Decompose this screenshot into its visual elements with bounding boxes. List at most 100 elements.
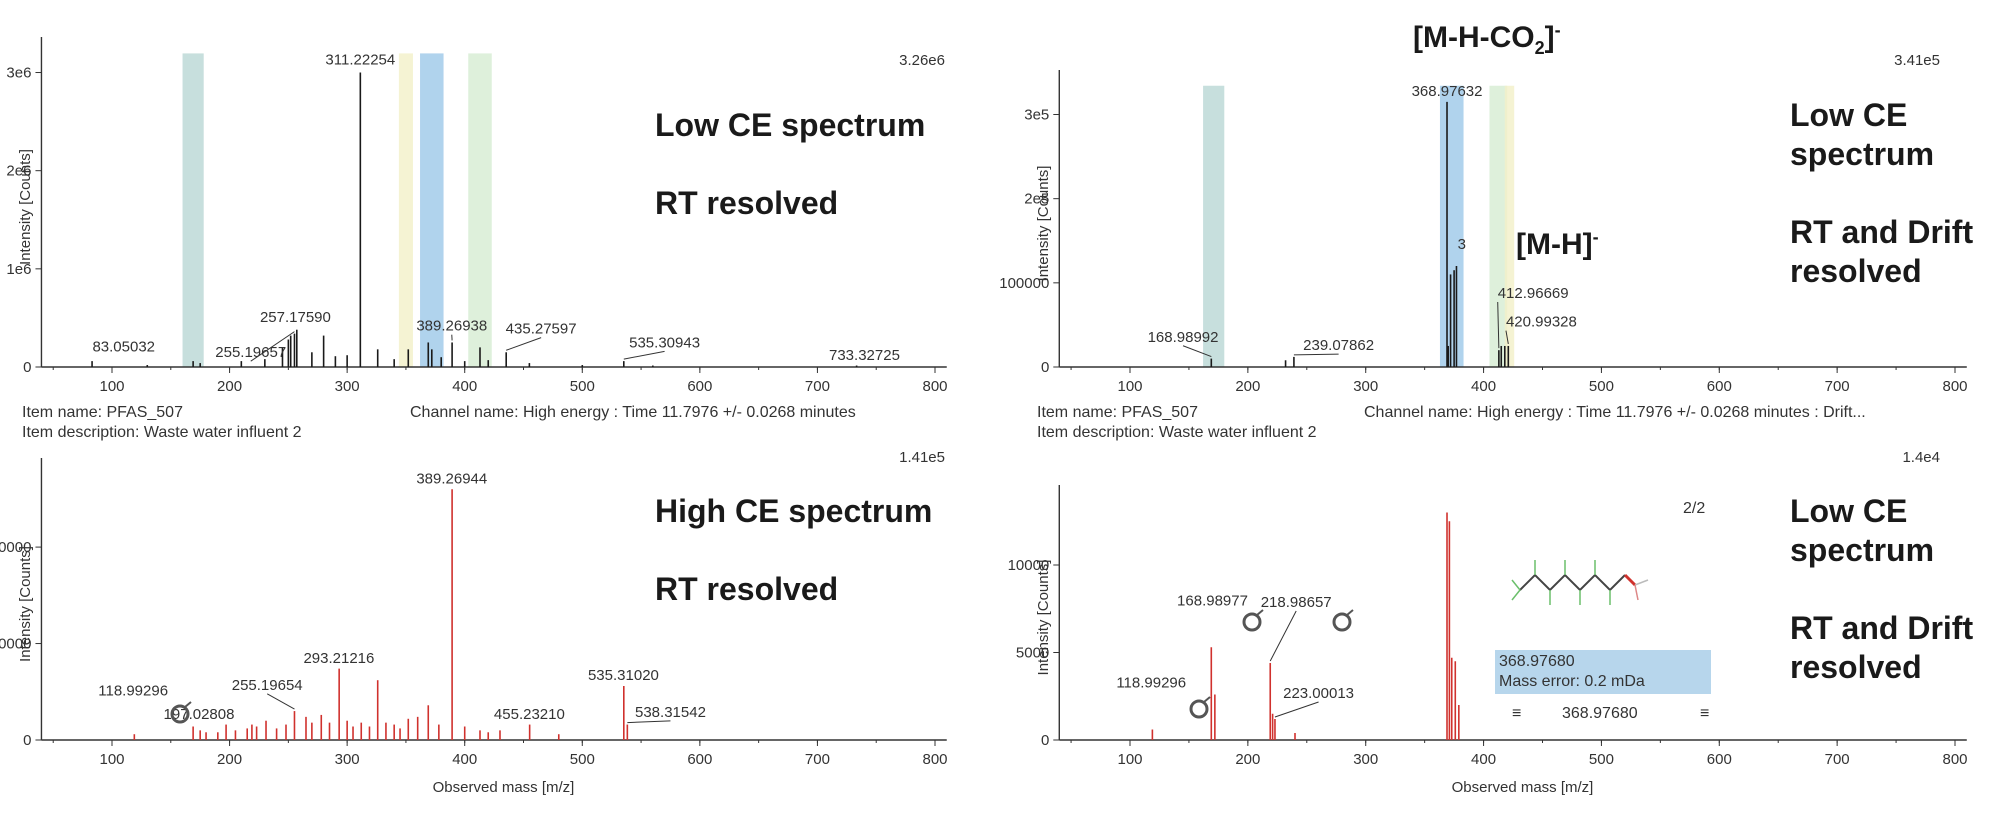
- x-tick-label: 600: [687, 378, 712, 395]
- x-tick-label: 200: [217, 378, 242, 395]
- peak-mass-label: 311.22254: [325, 52, 395, 69]
- overlay-line: resolved: [1790, 253, 1922, 289]
- x-tick-label: 600: [687, 751, 712, 768]
- spectrum-chart-bottom-left: 100 200 300 400 500 600 700 800 0 50000 100000Inte…: [0, 449, 948, 796]
- highlight-band: [468, 53, 492, 368]
- y-tick-label: 0: [1041, 732, 1049, 749]
- x-tick-label: 800: [922, 378, 947, 395]
- overlay-line: RT resolved: [655, 185, 839, 221]
- y-tick-label: 3e5: [1024, 107, 1049, 124]
- label-leader-line: [250, 331, 295, 362]
- peak-mass-label: 118.99296: [1116, 675, 1186, 692]
- label-leader-line: [1269, 610, 1297, 662]
- x-tick-label: 600: [1707, 751, 1732, 768]
- highlight-band: [398, 53, 413, 368]
- selector-down-icon-right[interactable]: ≡: [1700, 705, 1710, 722]
- peak-mass-label: 255.19654: [232, 677, 303, 694]
- label-leader-line: [1274, 701, 1319, 718]
- max-intensity-label: 1.4e4: [1902, 449, 1940, 466]
- y-tick-label: 1e6: [6, 261, 31, 278]
- overlay-title-bottom-right: Low CE spectrum RT and Drift resolved: [1790, 492, 1973, 687]
- x-tick-label: 200: [217, 751, 242, 768]
- peak-mass-label: 218.98657: [1261, 594, 1332, 611]
- y-tick-label: 100000: [1000, 275, 1049, 292]
- overlay-line: [655, 145, 925, 184]
- overlay-title-bottom-left: High CE spectrum RT resolved: [655, 492, 932, 609]
- peak-mass-label: 420.99328: [1506, 314, 1577, 331]
- annotation-m-h-co2-sup: -: [1554, 20, 1561, 40]
- overlay-line: spectrum: [1790, 532, 1935, 568]
- overlay-line: spectrum: [1790, 136, 1935, 172]
- right-channel-name: Channel name: High energy : Time 11.7976…: [1364, 404, 1866, 421]
- x-tick-label: 200: [1235, 378, 1260, 395]
- y-tick-label: 10000: [1008, 557, 1050, 574]
- panel-top-right: 100 200 300 400 500 600 700 800 0 100000 2e5 3e5 Int…: [1000, 0, 2000, 400]
- x-tick-label: 800: [922, 751, 947, 768]
- fragment-structure-icon: [1332, 609, 1354, 632]
- peak-mass-label: 389.26938: [416, 318, 487, 335]
- annotation-m-h-co2: [M-H-CO2]-: [1413, 20, 1561, 59]
- y-tick-label: 100000: [0, 539, 31, 556]
- overlay-line: Low CE spectrum: [655, 107, 926, 143]
- peak-mass-label: 3: [1458, 236, 1466, 253]
- fragment-structure-icon: [1242, 609, 1264, 632]
- tooltip-mass: 368.97680: [1499, 653, 1575, 670]
- peak-mass-label: 389.26944: [416, 470, 487, 487]
- left-item-name: Item name: PFAS_507: [22, 404, 183, 421]
- peak-mass-label: 435.27597: [506, 321, 577, 338]
- molecule-structure-icon: [1511, 560, 1649, 605]
- annotation-m-h-main: [M-H]: [1516, 228, 1593, 261]
- annotation-m-h-sup: -: [1592, 227, 1599, 247]
- x-tick-label: 500: [570, 378, 595, 395]
- max-intensity-label: 3.26e6: [899, 52, 945, 69]
- page-indicator: 2/2: [1683, 500, 1706, 517]
- fragment-structure-icon: [1189, 696, 1211, 719]
- overlay-line: High CE spectrum: [655, 493, 933, 529]
- label-leader-line: [623, 350, 665, 360]
- x-tick-label: 300: [335, 751, 360, 768]
- x-tick-label: 700: [805, 378, 830, 395]
- x-tick-label: 700: [1825, 378, 1850, 395]
- peak-mass-label: 255.19657: [215, 344, 286, 361]
- x-tick-label: 200: [1235, 751, 1260, 768]
- left-channel-name: Channel name: High energy : Time 11.7976…: [410, 404, 856, 421]
- label-leader-line: [266, 693, 295, 710]
- x-tick-label: 400: [1471, 751, 1496, 768]
- peak-mass-label: 293.21216: [303, 650, 374, 667]
- overlay-line: RT resolved: [655, 571, 839, 607]
- x-tick-label: 600: [1707, 378, 1732, 395]
- panel-bottom-right: 100 200 300 400 500 600 700 800 0 5000 10000 Intens…: [1000, 400, 2000, 823]
- annotation-m-h: [M-H]-: [1516, 227, 1599, 262]
- y-tick-label: 0: [23, 359, 31, 376]
- right-item-name: Item name: PFAS_507: [1037, 404, 1198, 421]
- peak-mass-label: 197.02808: [164, 706, 235, 723]
- label-leader-line: [1505, 330, 1509, 345]
- highlight-band: [182, 53, 204, 368]
- peak-mass-label: 223.00013: [1283, 685, 1354, 702]
- highlight-band: [1203, 85, 1225, 368]
- label-leader-line: [1497, 301, 1500, 349]
- selector-down-icon[interactable]: ≡: [1512, 705, 1522, 722]
- y-tick-label: 3e6: [6, 65, 31, 82]
- spectrum-chart-bottom-right: 100 200 300 400 500 600 700 800 0 5000 10000Intens…: [1008, 449, 1968, 796]
- label-leader-line: [506, 337, 542, 351]
- overlay-line: [655, 531, 932, 570]
- x-tick-label: 500: [1589, 378, 1614, 395]
- fragment-structure-icon: [170, 701, 192, 724]
- label-leader-line: [1182, 345, 1212, 358]
- highlight-band: [1489, 85, 1508, 368]
- annotation-m-h-co2-tail: ]: [1544, 21, 1555, 54]
- peak-mass-label: 118.99296: [98, 683, 168, 700]
- peak-mass-label: 733.32725: [829, 347, 900, 364]
- peak-mass-label: 83.05032: [92, 338, 155, 355]
- y-tick-label: 5000: [1016, 645, 1049, 662]
- max-intensity-label: 1.41e5: [899, 449, 945, 466]
- peak-mass-label: 168.98977: [1177, 592, 1248, 609]
- highlight-band: [1439, 85, 1464, 368]
- peak-mass-label: 538.31542: [635, 704, 706, 721]
- x-tick-label: 700: [1825, 751, 1850, 768]
- peak-mass-label: 535.31020: [588, 667, 659, 684]
- left-item-description: Item description: Waste water influent 2: [22, 424, 302, 441]
- mass-tooltip: 368.97680 Mass error: 0.2 mDa: [1495, 650, 1711, 694]
- highlight-band: [1504, 85, 1515, 368]
